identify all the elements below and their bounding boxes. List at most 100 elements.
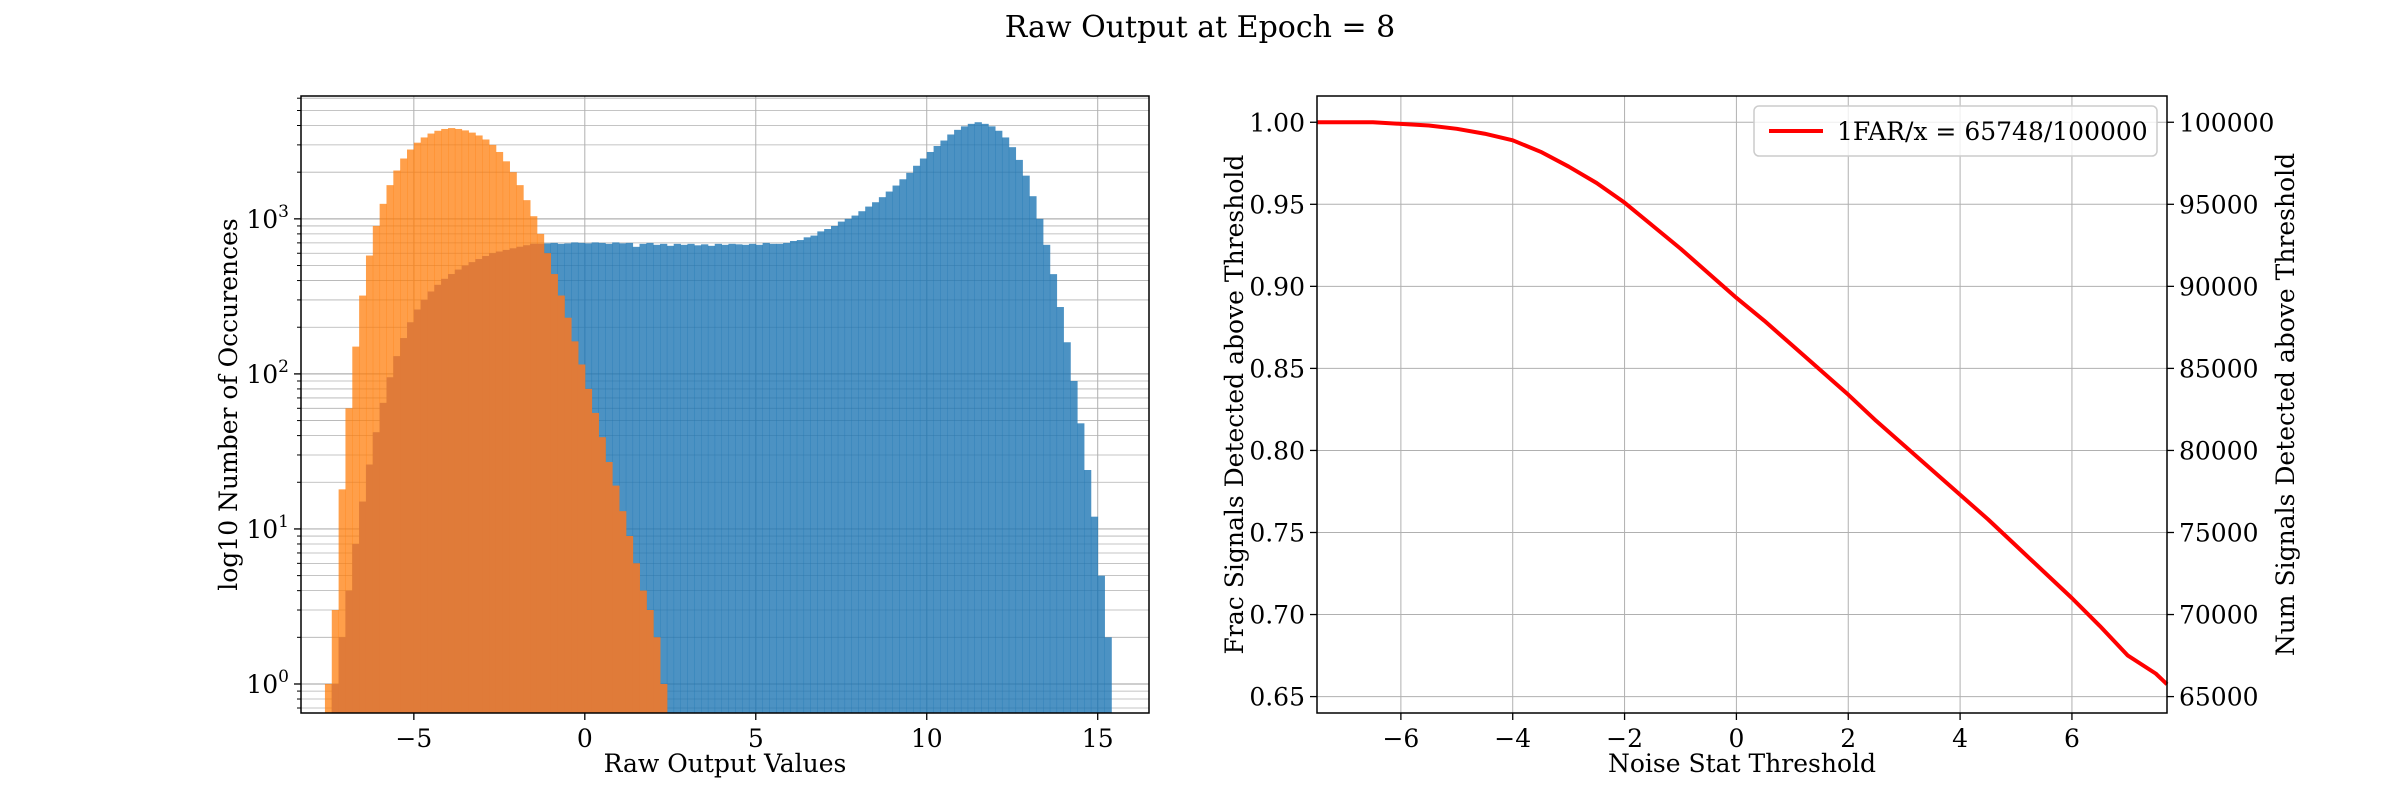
histogram-bar-signal [906,172,914,714]
histogram-bar-signal [885,191,893,714]
histogram-bar-overlap [482,256,490,713]
histogram-bar-signal [940,140,948,713]
histogram-bar-overlap [523,245,531,714]
histogram-bar-overlap [502,249,510,713]
histogram-bar-noise [352,346,360,713]
histogram-bar-overlap [386,377,394,713]
histogram-bar-overlap [660,683,668,713]
detection-curve-x-tick-label: −6 [1382,724,1419,753]
histogram-bar-signal [789,240,798,713]
histogram-bar-signal [1104,637,1112,713]
histogram-bar-signal [735,244,743,713]
detection-curve-left-y-tick-label: 1.00 [1249,108,1305,137]
histogram-bar-signal [625,242,634,713]
histogram-bar-overlap [653,637,661,713]
histogram-bar-overlap [516,246,524,713]
tick-label-base: 10 [246,360,278,389]
histogram-bar-signal [913,165,921,714]
histogram-bar-signal [687,243,695,713]
histogram-bar-overlap [454,269,463,713]
histogram-bar-signal [981,123,989,714]
histogram-x-tick-label: 15 [1082,724,1114,753]
histogram-bar-signal [1097,575,1105,713]
detection-curve-x-tick-label: 6 [2064,724,2080,753]
histogram-bar-overlap [639,590,647,713]
histogram-y-axis-label: log10 Number of Occurences [214,218,243,591]
histogram-bar-signal [831,225,839,713]
histogram-x-tick-label: 5 [748,724,764,753]
histogram-bar-signal [1090,516,1099,713]
histogram-bar-signal [974,122,982,714]
histogram-bar-overlap [352,543,360,713]
histogram-bar-overlap [571,341,579,713]
histogram-bar-overlap [365,464,374,713]
detection-curve-left-y-tick-label: 0.85 [1249,354,1305,383]
detection-curve-right-y-tick-label: 90000 [2179,272,2259,301]
histogram-bar-signal [1077,423,1085,713]
histogram-bar-signal [960,126,969,714]
histogram-bar-signal [844,218,852,713]
histogram-bar-signal [639,243,647,713]
histogram-bar-signal [714,243,722,713]
histogram-bar-signal [865,206,873,714]
histogram-bar-signal [783,242,791,713]
histogram-bar-signal [680,244,688,714]
histogram-bar-overlap [612,485,620,713]
detection-curve-right-y-tick-label: 70000 [2179,601,2259,630]
histogram-bar-overlap [646,610,654,713]
tick-label-base: 10 [246,205,278,234]
histogram-bar-signal [1063,342,1071,713]
legend-entry-label: 1FAR/x = 65748/100000 [1837,117,2148,146]
detection-curve-line [1317,120,2169,686]
histogram-bar-overlap [461,265,469,713]
detection-curve-panel: −6 −4 −2 0 2 4 6 0.65 0.70 0.75 0.80 0.85 0.90 0.95 1… [1220,95,2300,778]
histogram-bar-signal [858,211,866,713]
histogram-bar-signal [1049,274,1058,713]
detection-curve-legend: 1FAR/x = 65748/100000 [1753,105,2158,157]
histogram-bar-signal [673,243,681,713]
histogram-bar-overlap [530,243,538,713]
histogram-bar-signal [612,242,620,713]
detection-curve-left-y-axis-label: Frac Signals Detected above Threshold [1220,155,1249,655]
histogram-bar-signal [1084,469,1092,713]
histogram-bar-signal [721,244,729,714]
histogram-bar-signal [755,244,764,714]
histogram-bar-overlap [577,364,586,713]
histogram-bar-signal [947,134,955,713]
detection-curve-left-y-tick-label: 0.90 [1249,272,1305,301]
detection-curve-right-y-tick-label: 85000 [2179,354,2259,383]
histogram-bar-overlap [420,299,428,713]
histogram-bar-signal [776,243,784,713]
detection-curve-left-y-tick-label: 0.65 [1249,683,1305,712]
tick-label-exponent: 2 [278,357,289,377]
tick-label-base: 10 [246,515,278,544]
histogram-bar-signal [1056,307,1064,713]
histogram-bar-overlap [468,262,476,713]
detection-curve-x-tick-label: 0 [1728,724,1744,753]
histogram-bar-noise [324,683,333,713]
histogram-bar-signal [742,244,750,714]
histogram-bar-overlap [407,322,415,713]
histogram-x-axis-label: Raw Output Values [604,749,847,778]
tick-label-exponent: 1 [278,512,289,532]
histogram-bar-overlap [550,274,558,713]
detection-curve-x-ticks: −6 −4 −2 0 2 4 6 [1382,713,2080,753]
detection-curve-x-axis-label: Noise Stat Threshold [1608,749,1876,778]
histogram-bar-noise [338,489,346,713]
histogram-bar-signal [892,185,900,714]
tick-label-base: 10 [246,670,278,699]
histogram-bar-signal [803,237,811,713]
histogram-bar-overlap [345,590,353,713]
detection-curve-x-tick-label: 4 [1952,724,1968,753]
histogram-bar-overlap [598,437,606,713]
histogram-bar-overlap [338,637,346,713]
histogram-bar-signal [632,246,640,713]
histogram-bar-overlap [619,511,627,713]
histogram-bar-overlap [434,284,442,713]
histogram-bar-overlap [372,432,381,713]
detection-curve-right-y-tick-label: 75000 [2179,518,2259,547]
histogram-bar-overlap [489,253,497,713]
histogram-bar-overlap [441,278,449,713]
histogram-bar-signal [619,243,627,713]
